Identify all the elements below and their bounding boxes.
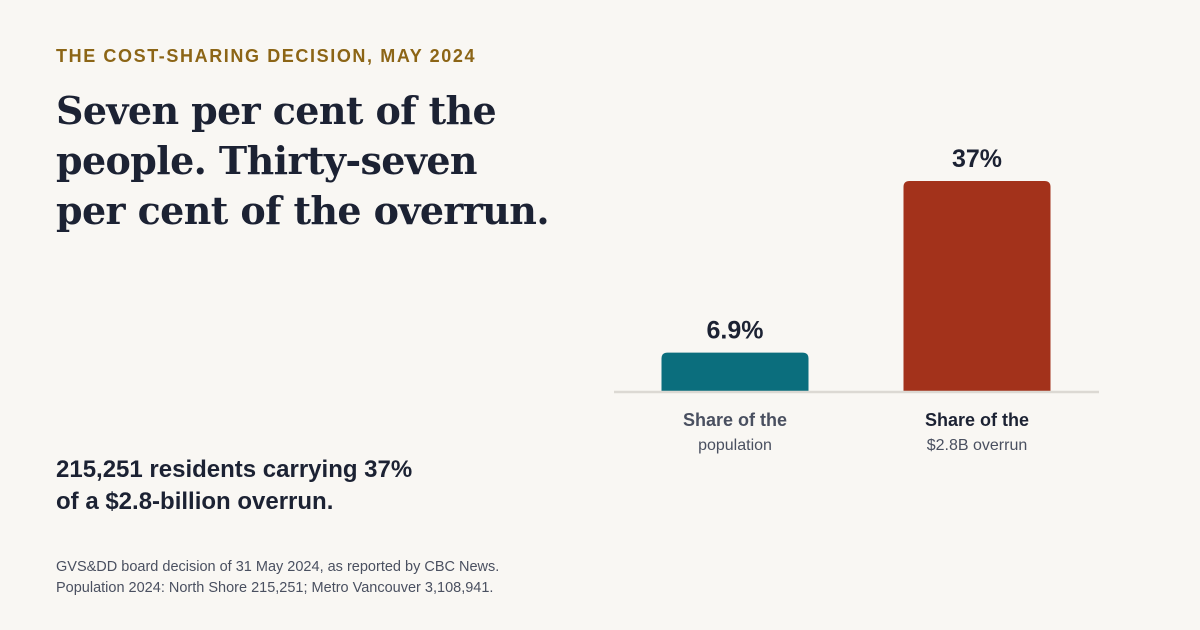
source-line-2: Population 2024: North Shore 215,251; Me… — [56, 580, 494, 596]
headline-line-1: Seven per cent of the — [56, 88, 497, 133]
summary: 215,251 residents carrying 37% of a $2.8… — [56, 454, 412, 518]
eyebrow: THE COST-SHARING DECISION, MAY 2024 — [56, 46, 477, 66]
value-label-1: 6.9% — [707, 317, 764, 345]
category-sublabel-1: population — [698, 437, 772, 454]
summary-line-2: of a $2.8-billion overrun. — [56, 488, 334, 515]
headline-line-2: people. Thirty-seven — [56, 138, 478, 183]
bar-2 — [903, 181, 1051, 392]
headline: Seven per cent of the people. Thirty-sev… — [56, 86, 556, 236]
category-sublabel-2: $2.8B overrun — [927, 437, 1028, 454]
value-label-2: 37% — [952, 145, 1002, 173]
summary-line-1: 215,251 residents carrying 37% — [56, 456, 413, 483]
headline-line-3: per cent of the overrun. — [56, 188, 550, 233]
source-line-1: GVS&DD board decision of 31 May 2024, as… — [56, 559, 500, 575]
category-label-2: Share of the — [925, 410, 1029, 430]
bar-1 — [661, 352, 809, 392]
category-label-1: Share of the — [683, 410, 787, 430]
source-note: GVS&DD board decision of 31 May 2024, as… — [56, 557, 499, 599]
